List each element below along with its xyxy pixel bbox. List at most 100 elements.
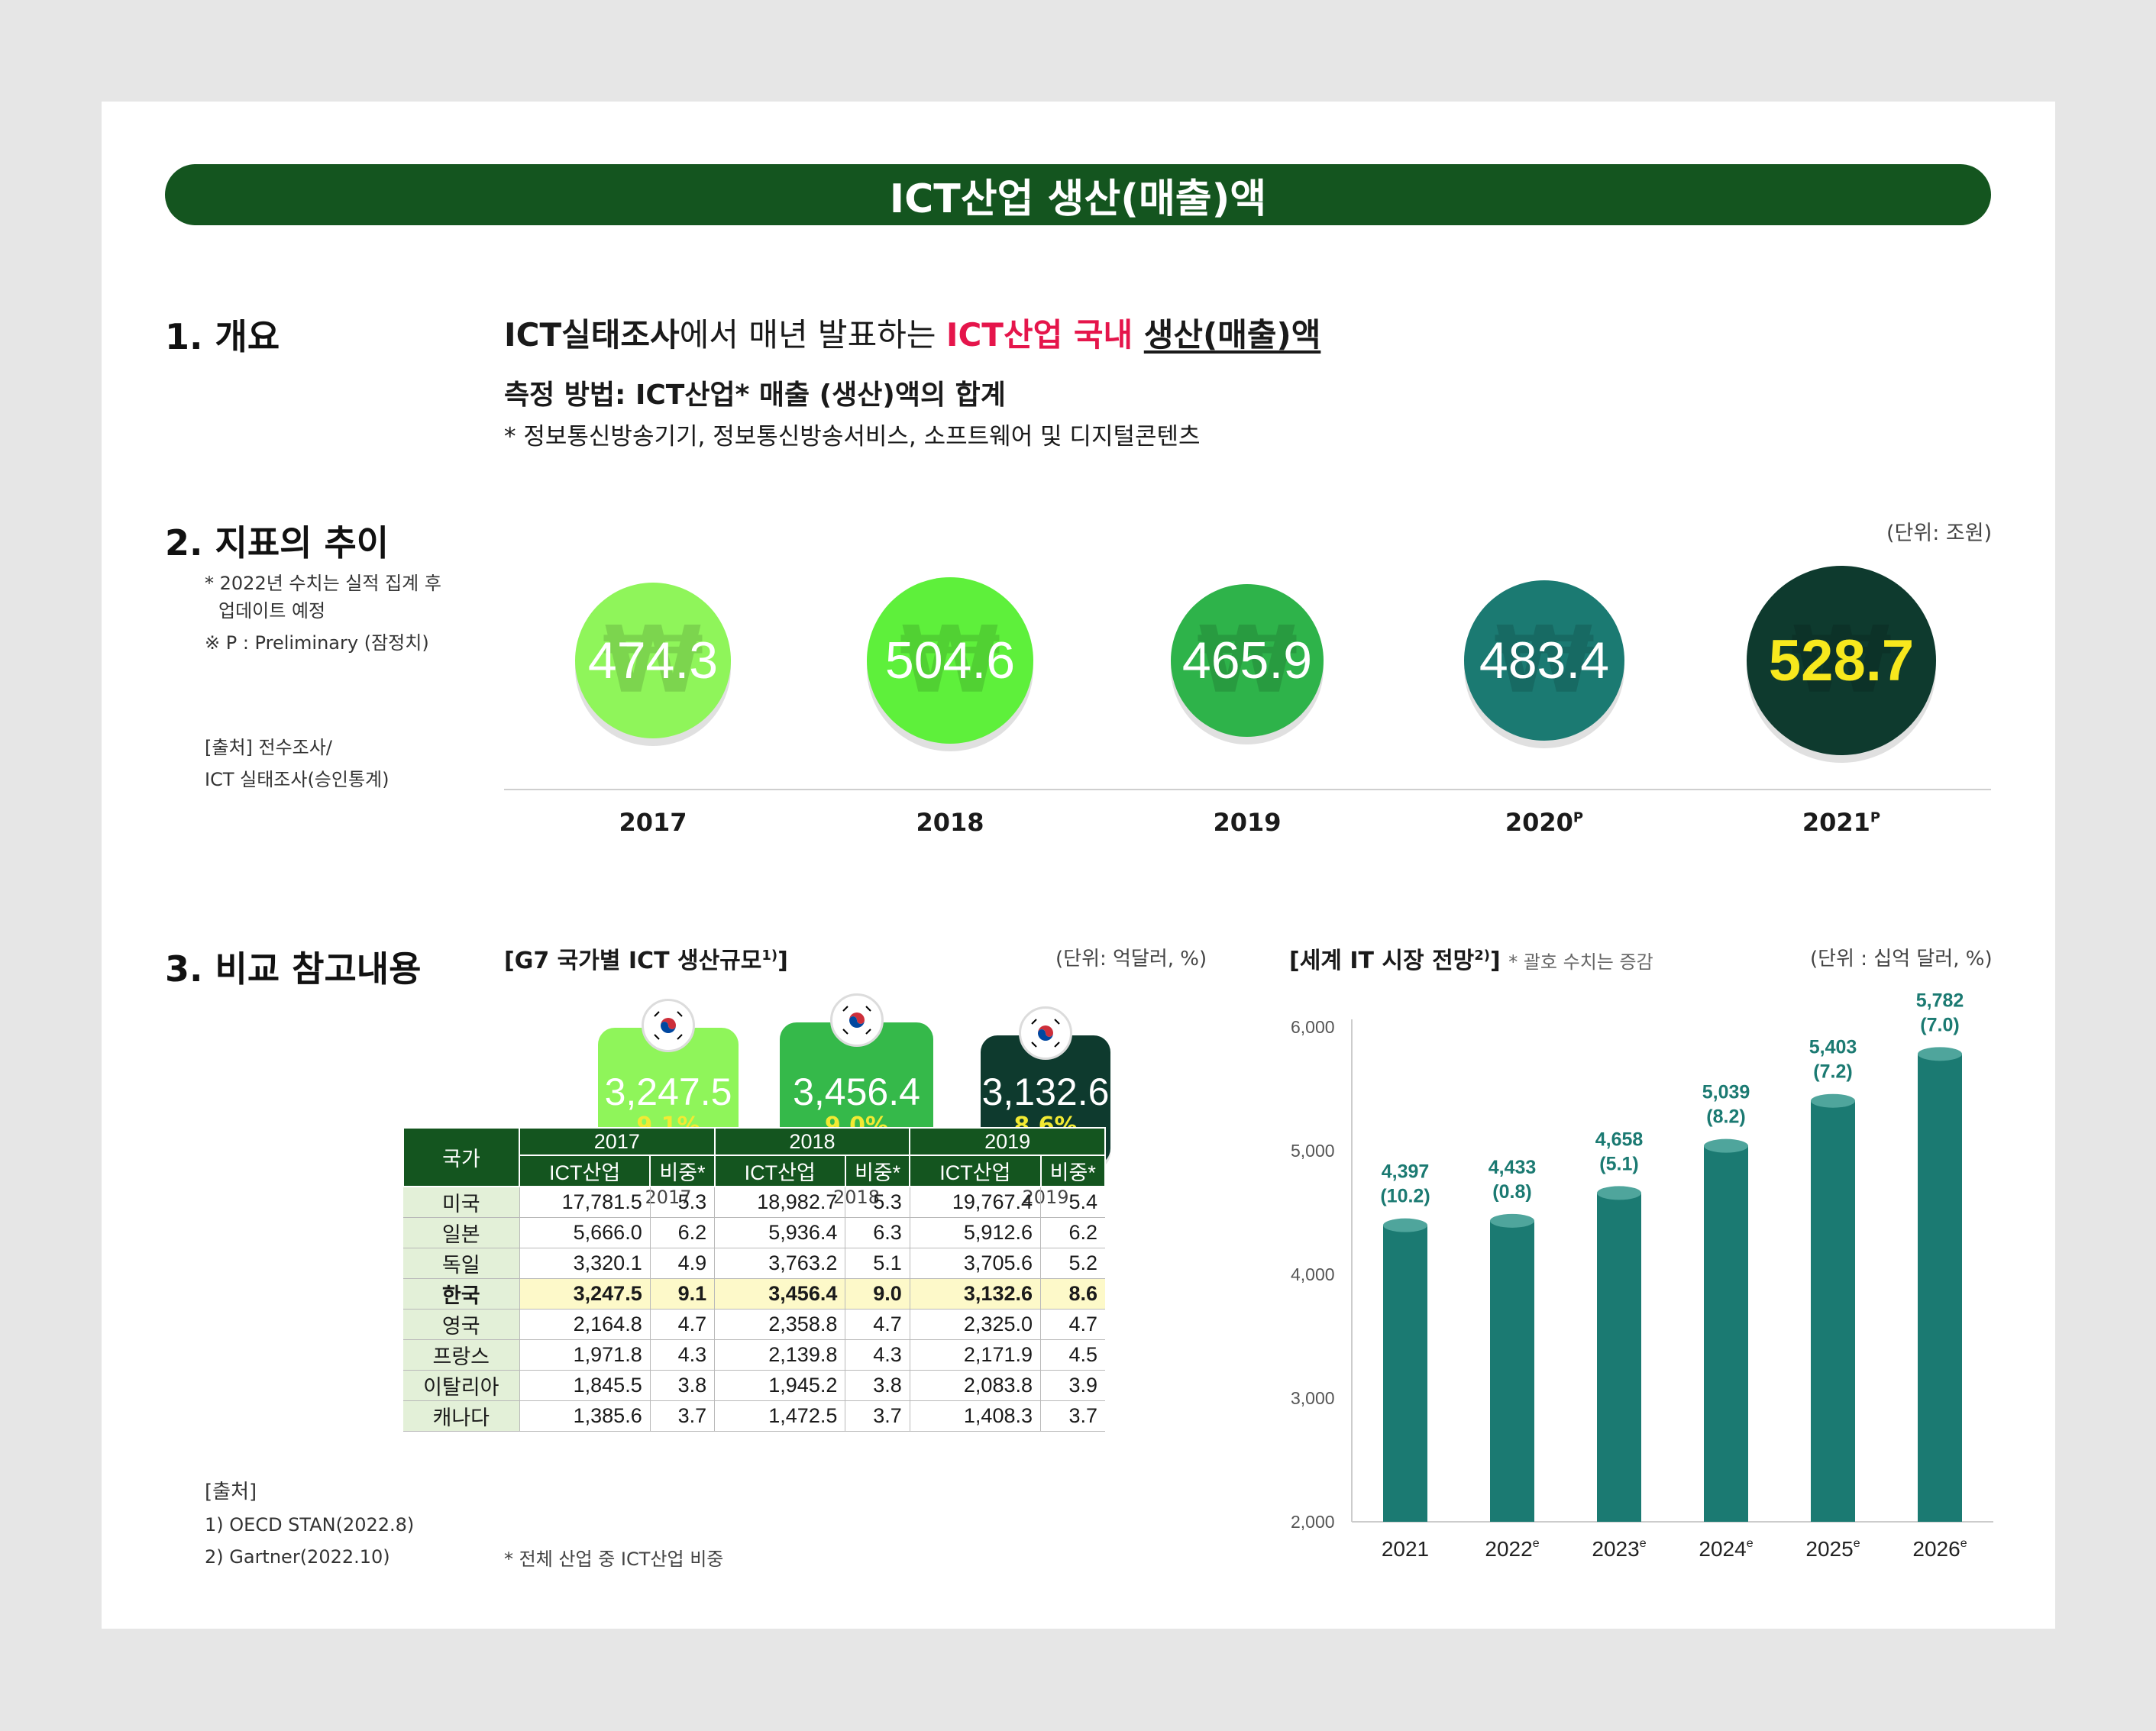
share-cell: 4.3 (845, 1339, 910, 1371)
ict-value-cell: 1,845.5 (519, 1370, 651, 1401)
share-cell: 3.7 (1040, 1400, 1105, 1432)
table-row: 미국 17,781.5 5.3 18,982.7 5.3 19,767.4 5.4 (403, 1187, 1105, 1218)
table-row: 프랑스 1,971.8 4.3 2,139.8 4.3 2,171.9 4.5 (403, 1339, 1105, 1371)
g7-unit: (단위: 억달러, %) (1055, 948, 1207, 970)
trend-note-1: * 2022년 수치는 실적 집계 후 (205, 573, 441, 594)
bar-growth-label: (7.0) (1920, 1014, 1959, 1035)
trend-source-2: ICT 실태조사(승인통계) (205, 769, 390, 790)
share-cell: 4.7 (1040, 1309, 1105, 1340)
country-cell: 일본 (403, 1217, 519, 1248)
coin-2018: ₩504.6 (867, 577, 1033, 744)
bar-cap (1918, 1047, 1962, 1061)
trend-note-3: ※ P : Preliminary (잠정치) (205, 632, 429, 654)
x-tick-label: 2022e (1485, 1537, 1539, 1561)
bar-2026e (1918, 1054, 1962, 1522)
bar-growth-label: (0.8) (1492, 1181, 1531, 1203)
coin-value: 504.6 (884, 631, 1016, 689)
bar-growth-label: (8.2) (1706, 1106, 1745, 1128)
x-tick-label: 2024e (1699, 1537, 1753, 1561)
bar-value-label: 4,658 (1595, 1129, 1644, 1150)
ict-value-cell: 2,171.9 (909, 1339, 1041, 1371)
share-cell: 3.9 (1040, 1370, 1105, 1401)
y-tick-label: 3,000 (1291, 1388, 1335, 1408)
col-country: 국가 (402, 1127, 520, 1187)
share-cell: 5.4 (1040, 1187, 1105, 1218)
bar-cap (1383, 1218, 1427, 1232)
g7-title: [G7 국가별 ICT 생산규모1)] (504, 941, 788, 975)
world-title-note: * 괄호 수치는 증감 (1508, 951, 1653, 973)
korea-flag-icon (829, 993, 884, 1047)
table-row: 한국 3,247.5 9.1 3,456.4 9.0 3,132.6 8.6 (403, 1278, 1105, 1310)
ict-value-cell: 1,945.2 (714, 1370, 845, 1401)
overview-survey-name: ICT실태조사 (504, 316, 680, 354)
ict-value-cell: 5,912.6 (909, 1217, 1041, 1248)
share-cell: 5.3 (649, 1187, 715, 1218)
country-cell: 캐나다 (403, 1400, 519, 1432)
x-tick-sup: e (1960, 1537, 1967, 1550)
ict-value-cell: 2,083.8 (909, 1370, 1041, 1401)
ict-value-cell: 18,982.7 (714, 1187, 845, 1218)
col-ict: ICT산업 (713, 1155, 846, 1187)
won-icon: ₩ (899, 607, 1001, 714)
coin-2020: ₩483.4 (1464, 580, 1624, 741)
ict-value-cell: 5,936.4 (714, 1217, 845, 1248)
share-cell: 6.2 (1040, 1217, 1105, 1248)
coin-year-label: 2021P (1802, 808, 1881, 837)
col-share: 비중* (649, 1155, 716, 1187)
title-banner: ICT산업 생산(매출)액 (165, 164, 1991, 225)
col-ict: ICT산업 (909, 1155, 1042, 1187)
coin-year-label: 2017 (619, 808, 687, 837)
bar-2025e (1811, 1100, 1855, 1522)
share-cell: 8.6 (1040, 1278, 1105, 1310)
ict-value-cell: 2,139.8 (714, 1339, 845, 1371)
share-cell: 3.8 (845, 1370, 910, 1401)
coin-year-label: 2019 (1213, 808, 1282, 837)
ict-value-cell: 1,971.8 (519, 1339, 651, 1371)
x-tick-sup: e (1747, 1537, 1754, 1550)
coin-2017: ₩474.3 (575, 583, 731, 738)
coin-value: 474.3 (587, 631, 719, 689)
compare-source-2: 2) Gartner(2022.10) (205, 1546, 390, 1568)
overview-underlined: 생산(매출)액 (1143, 316, 1321, 354)
table-row: 독일 3,320.1 4.9 3,763.2 5.1 3,705.6 5.2 (403, 1248, 1105, 1279)
share-cell: 6.3 (845, 1217, 910, 1248)
world-title-end: ] (1490, 948, 1501, 974)
g7-title-text: [G7 국가별 ICT 생산규모 (504, 948, 762, 974)
x-tick-sup: e (1854, 1537, 1860, 1550)
ict-value-cell: 17,781.5 (519, 1187, 651, 1218)
world-title-sup: 2) (1474, 948, 1491, 964)
ict-value-cell: 3,247.5 (519, 1278, 651, 1310)
ict-value-cell: 2,325.0 (909, 1309, 1041, 1340)
trend-unit: (단위: 조원) (1886, 522, 1993, 545)
bar-2023e (1597, 1193, 1641, 1522)
g7-footnote: * 전체 산업 중 ICT산업 비중 (504, 1549, 724, 1570)
trend-note-2: 업데이트 예정 (218, 600, 326, 622)
compare-source-1: 1) OECD STAN(2022.8) (205, 1514, 415, 1536)
coin-2021: ₩528.7 (1747, 566, 1936, 755)
table-row: 캐나다 1,385.6 3.7 1,472.5 3.7 1,408.3 3.7 (403, 1400, 1105, 1432)
country-cell: 미국 (403, 1187, 519, 1218)
korea-flag-icon (1019, 1006, 1072, 1060)
col-year-2018: 2018 (713, 1127, 911, 1156)
share-cell: 5.3 (845, 1187, 910, 1218)
bar-cap (1597, 1186, 1641, 1200)
x-tick-label: 2025e (1805, 1537, 1860, 1561)
coin-baseline (504, 789, 1991, 790)
share-cell: 5.2 (1040, 1248, 1105, 1279)
share-cell: 4.5 (1040, 1339, 1105, 1371)
bar-growth-label: (10.2) (1380, 1186, 1430, 1207)
page-title: ICT산업 생산(매출)액 (889, 176, 1267, 222)
ict-value-cell: 1,408.3 (909, 1400, 1041, 1432)
bar-cap (1490, 1213, 1534, 1228)
coin-value: 465.9 (1181, 631, 1313, 689)
g7-table: 국가 2017 2018 2019 ICT산업 비중* ICT산업 비중* IC… (402, 1127, 1106, 1432)
overview-text: 에서 매년 발표하는 (679, 316, 946, 354)
bar-value-label: 4,433 (1489, 1157, 1537, 1178)
ict-value-cell: 19,767.4 (909, 1187, 1041, 1218)
col-share: 비중* (844, 1155, 911, 1187)
y-tick-label: 6,000 (1291, 1017, 1335, 1037)
section-trend-heading: 2. 지표의 추이 (165, 522, 390, 564)
country-cell: 한국 (403, 1278, 519, 1310)
share-cell: 4.7 (845, 1309, 910, 1340)
ict-value-cell: 3,763.2 (714, 1248, 845, 1279)
